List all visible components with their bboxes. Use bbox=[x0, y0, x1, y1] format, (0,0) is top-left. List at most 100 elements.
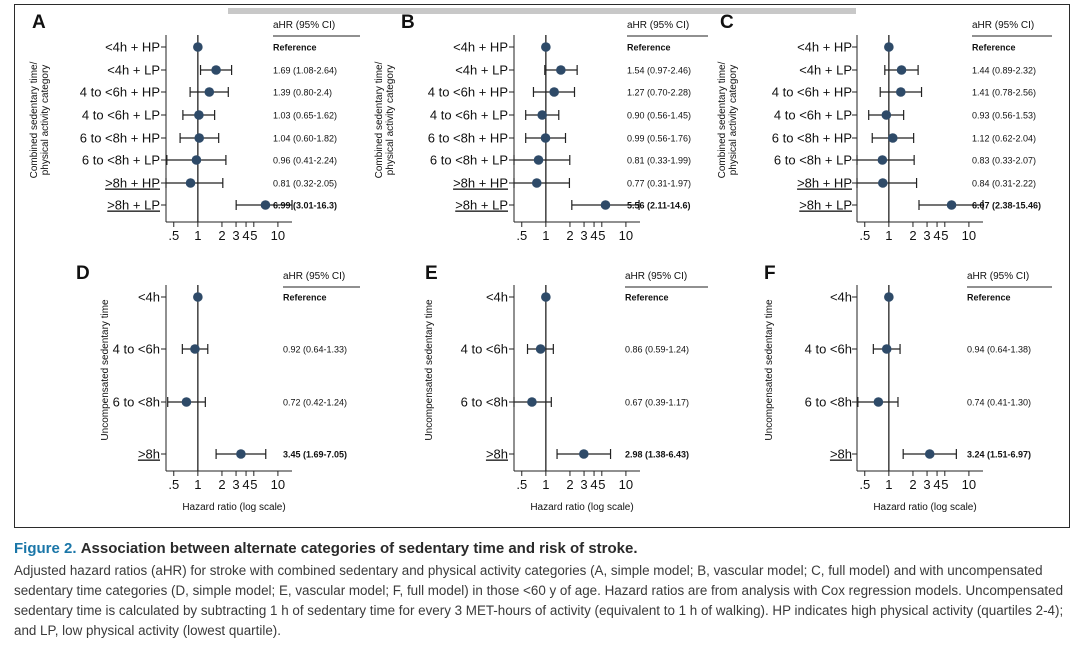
panel-b-letter: B bbox=[401, 12, 415, 33]
panel-b-category-label: <4h + HP bbox=[453, 40, 508, 55]
panel-e-x-tick-label: 10 bbox=[619, 477, 633, 492]
panel-d-letter: D bbox=[76, 263, 90, 284]
panel-c-x-tick-label: 4 bbox=[933, 228, 940, 243]
panel-f-x-tick-label: 3 bbox=[923, 477, 930, 492]
panel-b-x-tick-label: 10 bbox=[619, 228, 633, 243]
panel-d-category-label: >8h bbox=[138, 447, 160, 462]
panel-a-point-estimate bbox=[211, 65, 221, 75]
panel-b-point-estimate bbox=[537, 110, 547, 120]
panel-e-point-estimate bbox=[541, 292, 551, 302]
panel-c-ahr-value: 0.83 (0.33-2.07) bbox=[972, 156, 1036, 166]
panel-c-point-estimate bbox=[895, 87, 906, 97]
panel-e-x-tick-label: 3 bbox=[580, 477, 587, 492]
panel-b-ahr-value: Reference bbox=[627, 43, 671, 53]
figure-caption: Figure 2. Association between alternate … bbox=[14, 540, 1074, 641]
panel-d-point-estimate bbox=[236, 449, 246, 459]
panel-d-point-estimate bbox=[181, 397, 192, 407]
panel-a-x-tick-label: 5 bbox=[250, 228, 257, 243]
panel-b-category-label: >8h + HP bbox=[453, 176, 508, 191]
panel-d-point-estimate bbox=[193, 292, 203, 302]
panel-c-category-label: 6 to <8h + HP bbox=[772, 131, 852, 146]
panel-b-y-label: Combined sedentary time/physical activit… bbox=[374, 61, 396, 178]
panel-c-point-estimate bbox=[896, 65, 907, 75]
panel-d-ahr-value: 3.45 (1.69-7.05) bbox=[283, 450, 347, 460]
panel-b-ahr-value: 5.56 (2.11-14.6) bbox=[627, 201, 691, 211]
panel-a-x-tick-label: 3 bbox=[232, 228, 239, 243]
panel-f-point-estimate bbox=[924, 449, 935, 459]
top-scroll-rule bbox=[228, 8, 856, 14]
panel-c-point-estimate bbox=[946, 200, 957, 210]
panel-c-x-tick-label: 2 bbox=[909, 228, 916, 243]
caption-body: Adjusted hazard ratios (aHR) for stroke … bbox=[14, 563, 1064, 638]
panel-e-ahr-value: Reference bbox=[625, 293, 669, 303]
panel-b-header: aHR (95% CI) bbox=[627, 20, 689, 31]
panel-d-ahr-value: 0.72 (0.42-1.24) bbox=[283, 398, 347, 408]
panel-e-header: aHR (95% CI) bbox=[625, 271, 687, 282]
panel-d-ahr-value: Reference bbox=[283, 293, 327, 303]
panel-a-ahr-value: 0.96 (0.41-2.24) bbox=[273, 156, 337, 166]
panel-f-ahr-value: Reference bbox=[967, 293, 1011, 303]
panel-a-x-tick-label: 1 bbox=[194, 228, 201, 243]
panel-b-ahr-value: 0.90 (0.56-1.45) bbox=[627, 111, 691, 121]
panel-c-x-tick-label: 3 bbox=[923, 228, 930, 243]
panel-c-letter: C bbox=[720, 12, 734, 33]
panel-e-ahr-value: 0.86 (0.59-1.24) bbox=[625, 345, 689, 355]
panel-f-x-tick-label: 4 bbox=[933, 477, 940, 492]
panel-b-point-estimate bbox=[549, 87, 559, 97]
panel-d-x-tick-label: .5 bbox=[168, 477, 179, 492]
panel-c-x-tick-label: 10 bbox=[962, 228, 976, 243]
panel-e-letter: E bbox=[425, 263, 438, 284]
panel-a-ahr-value: 1.39 (0.80-2.4) bbox=[273, 88, 332, 98]
panel-c-x-tick-label: .5 bbox=[859, 228, 870, 243]
panel-c-ahr-value: 0.84 (0.31-2.22) bbox=[972, 179, 1036, 189]
panel-c-ahr-value: 6.07 (2.38-15.46) bbox=[972, 201, 1041, 211]
panel-b-ahr-value: 0.99 (0.56-1.76) bbox=[627, 134, 691, 144]
panel-a-category-label: >8h + HP bbox=[105, 176, 160, 191]
panel-a-x-tick-label: 10 bbox=[271, 228, 285, 243]
panel-b-category-label: 4 to <6h + LP bbox=[430, 108, 508, 123]
panel-b-x-tick-label: 5 bbox=[598, 228, 605, 243]
panel-e-category-label: >8h bbox=[486, 447, 508, 462]
panel-b-point-estimate bbox=[600, 200, 611, 210]
panel-d-y-label: Uncompensated sedentary time bbox=[100, 299, 111, 441]
panel-f-y-label: Uncompensated sedentary time bbox=[764, 299, 775, 441]
panel-c-category-label: >8h + HP bbox=[797, 176, 852, 191]
panel-f-header: aHR (95% CI) bbox=[967, 271, 1029, 282]
panel-f-x-tick-label: 10 bbox=[962, 477, 976, 492]
panel-a-ahr-value: 1.03 (0.65-1.62) bbox=[273, 111, 337, 121]
panel-a-category-label: >8h + LP bbox=[107, 198, 160, 213]
panel-c-point-estimate bbox=[877, 178, 888, 188]
panel-a-category-label: <4h + HP bbox=[105, 40, 160, 55]
panel-a-category-label: 4 to <6h + HP bbox=[80, 85, 160, 100]
panel-b-point-estimate bbox=[533, 155, 544, 165]
panel-c-point-estimate bbox=[887, 133, 898, 143]
panel-f-ahr-value: 0.74 (0.41-1.30) bbox=[967, 398, 1031, 408]
panel-a-ahr-value: Reference bbox=[273, 43, 317, 53]
panel-e-ahr-value: 2.98 (1.38-6.43) bbox=[625, 450, 689, 460]
panel-b-point-estimate bbox=[540, 133, 551, 143]
panel-e-ahr-value: 0.67 (0.39-1.17) bbox=[625, 398, 689, 408]
panel-c-point-estimate bbox=[881, 110, 892, 120]
panel-c-ahr-value: 1.44 (0.89-2.32) bbox=[972, 66, 1036, 76]
panel-e-x-tick-label: 4 bbox=[590, 477, 597, 492]
panel-e-x-tick-label: 2 bbox=[566, 477, 573, 492]
panel-c-ahr-value: 1.41 (0.78-2.56) bbox=[972, 88, 1036, 98]
panel-a-category-label: <4h + LP bbox=[107, 63, 160, 78]
panel-f-point-estimate bbox=[873, 397, 884, 407]
panel-b-point-estimate bbox=[556, 65, 566, 75]
panel-a-ahr-value: 1.04 (0.60-1.82) bbox=[273, 134, 337, 144]
panel-f-point-estimate bbox=[881, 344, 892, 354]
panel-b-ahr-value: 0.81 (0.33-1.99) bbox=[627, 156, 691, 166]
panel-e-category-label: 6 to <8h bbox=[461, 395, 508, 410]
panel-b-category-label: 4 to <6h + HP bbox=[428, 85, 508, 100]
panel-e-y-label: Uncompensated sedentary time bbox=[424, 299, 435, 441]
panel-f-x-tick-label: 2 bbox=[909, 477, 916, 492]
panel-f-category-label: >8h bbox=[830, 447, 852, 462]
panel-d-ahr-value: 0.92 (0.64-1.33) bbox=[283, 345, 347, 355]
panel-b-category-label: 6 to <8h + LP bbox=[430, 153, 508, 168]
panel-a-point-estimate bbox=[191, 155, 202, 165]
panel-c-category-label: >8h + LP bbox=[799, 198, 852, 213]
panel-f-category-label: 4 to <6h bbox=[805, 342, 852, 357]
panel-e-x-tick-label: 5 bbox=[598, 477, 605, 492]
